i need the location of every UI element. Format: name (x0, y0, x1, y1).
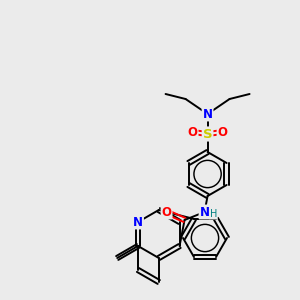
Text: N: N (133, 215, 143, 229)
Text: S: S (203, 128, 212, 140)
Text: O: O (218, 125, 228, 139)
Text: N: N (202, 107, 213, 121)
Text: O: O (188, 125, 198, 139)
Text: O: O (162, 206, 172, 218)
Text: N: N (200, 206, 210, 218)
Text: H: H (210, 209, 217, 219)
